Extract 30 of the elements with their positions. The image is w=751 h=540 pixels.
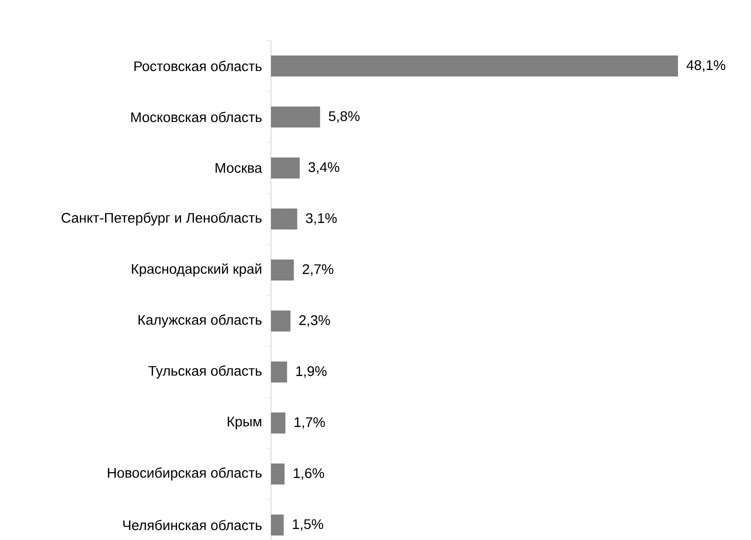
- data-label: 1,5%: [292, 519, 324, 531]
- y-tick-label: Санкт-Петербург и Ленобласть: [62, 212, 262, 226]
- y-tick-label: Челябинская область: [123, 520, 262, 530]
- y-tick-label: Краснодарский край: [132, 263, 262, 277]
- data-label: 3,4%: [308, 162, 340, 174]
- y-tick-label: Москва: [216, 163, 262, 173]
- bar: [271, 208, 298, 230]
- data-label: 1,6%: [294, 468, 324, 480]
- y-tick-label: Московская область: [131, 112, 262, 122]
- y-tick-label: Ростовская область: [134, 60, 262, 72]
- bar: [271, 259, 294, 280]
- data-label: 2,7%: [302, 264, 334, 276]
- data-label: 1,9%: [296, 366, 327, 378]
- data-label: 48,1%: [686, 60, 726, 72]
- y-tick-label: Калужская область: [138, 314, 262, 328]
- bar: [271, 464, 285, 484]
- y-tick-label: Новосибирская область: [108, 467, 262, 481]
- data-label: 2,3%: [299, 315, 330, 327]
- bar: [271, 55, 678, 76]
- bar: [271, 361, 288, 382]
- bar: [271, 412, 286, 434]
- bar: [271, 157, 300, 178]
- y-tick-label: Тульская область: [148, 365, 262, 379]
- bar: [271, 514, 284, 536]
- y-tick-label: Крым: [228, 416, 262, 430]
- bar: [271, 106, 320, 128]
- data-label: 5,8%: [328, 111, 360, 123]
- data-label: 3,1%: [306, 213, 337, 225]
- data-label: 1,7%: [294, 417, 325, 429]
- bar: [271, 310, 290, 332]
